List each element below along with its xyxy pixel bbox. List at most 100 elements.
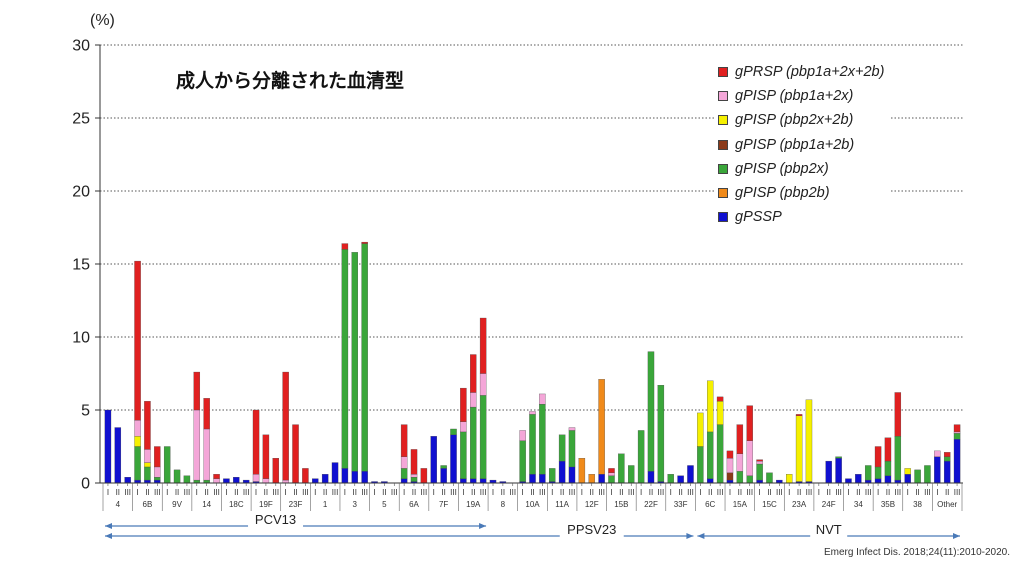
bar-segment-gPISP_1a2x	[608, 472, 615, 476]
bar-segment-gPRSP	[746, 405, 753, 441]
period-label: II	[915, 488, 919, 497]
bar-segment-gPISP_2x	[657, 385, 665, 482]
bar-segment-gPSSP	[124, 477, 131, 484]
bar-segment-gPISP_2x2b	[134, 436, 141, 447]
bar-segment-gPISP_1a2x	[953, 431, 961, 434]
period-label: III	[421, 488, 428, 497]
bar-segment-gPISP_2x2b	[786, 474, 793, 484]
serotype-label: 19F	[259, 500, 273, 509]
range-label-bg	[559, 528, 624, 542]
serotype-label: 22F	[644, 500, 658, 509]
bar-segment-gPISP_2x	[637, 430, 645, 484]
bar-segment-gPRSP	[726, 450, 734, 459]
period-label: III	[776, 488, 783, 497]
bar-segment-gPRSP	[874, 446, 882, 468]
bar-segment-gPISP_2x	[618, 453, 625, 484]
legend-swatch	[718, 115, 728, 126]
serotype-label: 6B	[143, 500, 153, 509]
bar-segment-gPISP_2x2b	[697, 412, 704, 447]
period-label: III	[184, 488, 191, 497]
legend-swatch	[718, 67, 728, 78]
range-arrowhead	[105, 523, 112, 529]
bar-segment-gPISP_2x	[400, 468, 408, 479]
period-label: I	[610, 488, 612, 497]
bar-segment-gPISP_2x	[864, 465, 872, 481]
range-label: NVT	[816, 522, 842, 537]
period-label: II	[293, 488, 297, 497]
bar-segment-gPSSP	[953, 439, 961, 484]
bar-segment-gPRSP	[154, 446, 161, 468]
bar-segment-gPSSP	[223, 478, 230, 484]
period-label: II	[353, 488, 357, 497]
period-label: III	[628, 488, 635, 497]
legend-item: gPISP (pbp2x+2b)	[718, 108, 884, 132]
bar-segment-gPISP_1a2x	[726, 458, 734, 473]
legend-swatch	[718, 212, 728, 223]
period-label: I	[403, 488, 405, 497]
bar-segment-gPISP_2x	[716, 424, 724, 484]
serotype-label: Other	[937, 500, 957, 509]
bar-segment-gPISP_2x	[351, 252, 358, 472]
bar-segment-gPSSP	[647, 471, 655, 484]
bar-segment-gPISP_1a2x	[479, 373, 487, 396]
period-label: I	[433, 488, 435, 497]
bar-segment-gPISP_1a2b	[726, 472, 734, 481]
bar-segment-gPRSP	[894, 392, 902, 437]
legend-swatch	[718, 188, 728, 199]
bar-segment-gPSSP	[677, 475, 684, 484]
legend-item: gPRSP (pbp1a+2x+2b)	[718, 60, 884, 84]
bar-segment-gPSSP	[479, 478, 487, 484]
bar-segment-gPISP_1a2x	[400, 456, 408, 469]
bar-segment-gPISP_2x	[154, 477, 161, 481]
bar-segment-gPISP_1a2x	[539, 393, 546, 405]
bar-segment-gPISP_2b	[588, 474, 595, 484]
period-label: II	[175, 488, 179, 497]
bar-segment-gPRSP	[608, 468, 615, 473]
period-label: II	[797, 488, 801, 497]
period-label: I	[670, 488, 672, 497]
legend-label: gPISP (pbp1a+2b)	[735, 136, 855, 153]
y-tick-label: 10	[72, 330, 90, 347]
bars	[104, 241, 961, 484]
bar-segment-gPSSP	[450, 434, 457, 484]
period-label: I	[581, 488, 583, 497]
legend-item: gPISP (pbp1a+2x)	[718, 84, 884, 108]
bar-segment-gPRSP	[470, 354, 477, 393]
period-label: I	[818, 488, 820, 497]
period-label: I	[285, 488, 287, 497]
range-arrowhead	[105, 533, 112, 539]
y-unit-label: (%)	[90, 12, 115, 29]
bar-segment-gPISP_2x	[410, 477, 418, 482]
bar-segment-gPISP_1a2x	[736, 453, 744, 472]
bar-segment-gPISP_2x	[953, 433, 961, 440]
bar-segment-gPISP_2x	[667, 474, 674, 484]
bar-segment-gPISP_2x	[914, 469, 921, 484]
period-label: II	[619, 488, 623, 497]
serotype-label: 34	[854, 500, 863, 509]
period-label: III	[539, 488, 546, 497]
range-label: PCV13	[255, 512, 296, 527]
period-label: III	[954, 488, 961, 497]
period-label: III	[332, 488, 339, 497]
period-label: III	[243, 488, 250, 497]
legend-swatch	[718, 91, 728, 102]
y-tick-label: 30	[72, 38, 90, 55]
chart-title: 成人から分離された血清型	[176, 70, 405, 92]
legend-item: gPISP (pbp2b)	[718, 181, 884, 205]
serotype-label: 23F	[289, 500, 303, 509]
bar-segment-gPSSP	[874, 478, 882, 484]
bar-segment-gPISP_2x2b	[805, 399, 813, 482]
bar-segment-gPISP_1a2x	[756, 460, 763, 465]
bar-segment-gPISP_1a2x	[213, 478, 220, 484]
bar-segment-gPISP_2x	[519, 440, 526, 482]
y-tick-label: 25	[72, 111, 90, 128]
bar-segment-gPRSP	[460, 387, 467, 422]
bar-segment-gPISP_2x	[450, 428, 457, 435]
period-label: II	[826, 488, 830, 497]
period-label: I	[462, 488, 464, 497]
period-label: II	[264, 488, 268, 497]
bar-segment-gPISP_1a2x	[262, 478, 270, 484]
period-label: III	[272, 488, 279, 497]
serotype-label: 9V	[172, 500, 182, 509]
bar-segment-gPSSP	[687, 465, 694, 484]
